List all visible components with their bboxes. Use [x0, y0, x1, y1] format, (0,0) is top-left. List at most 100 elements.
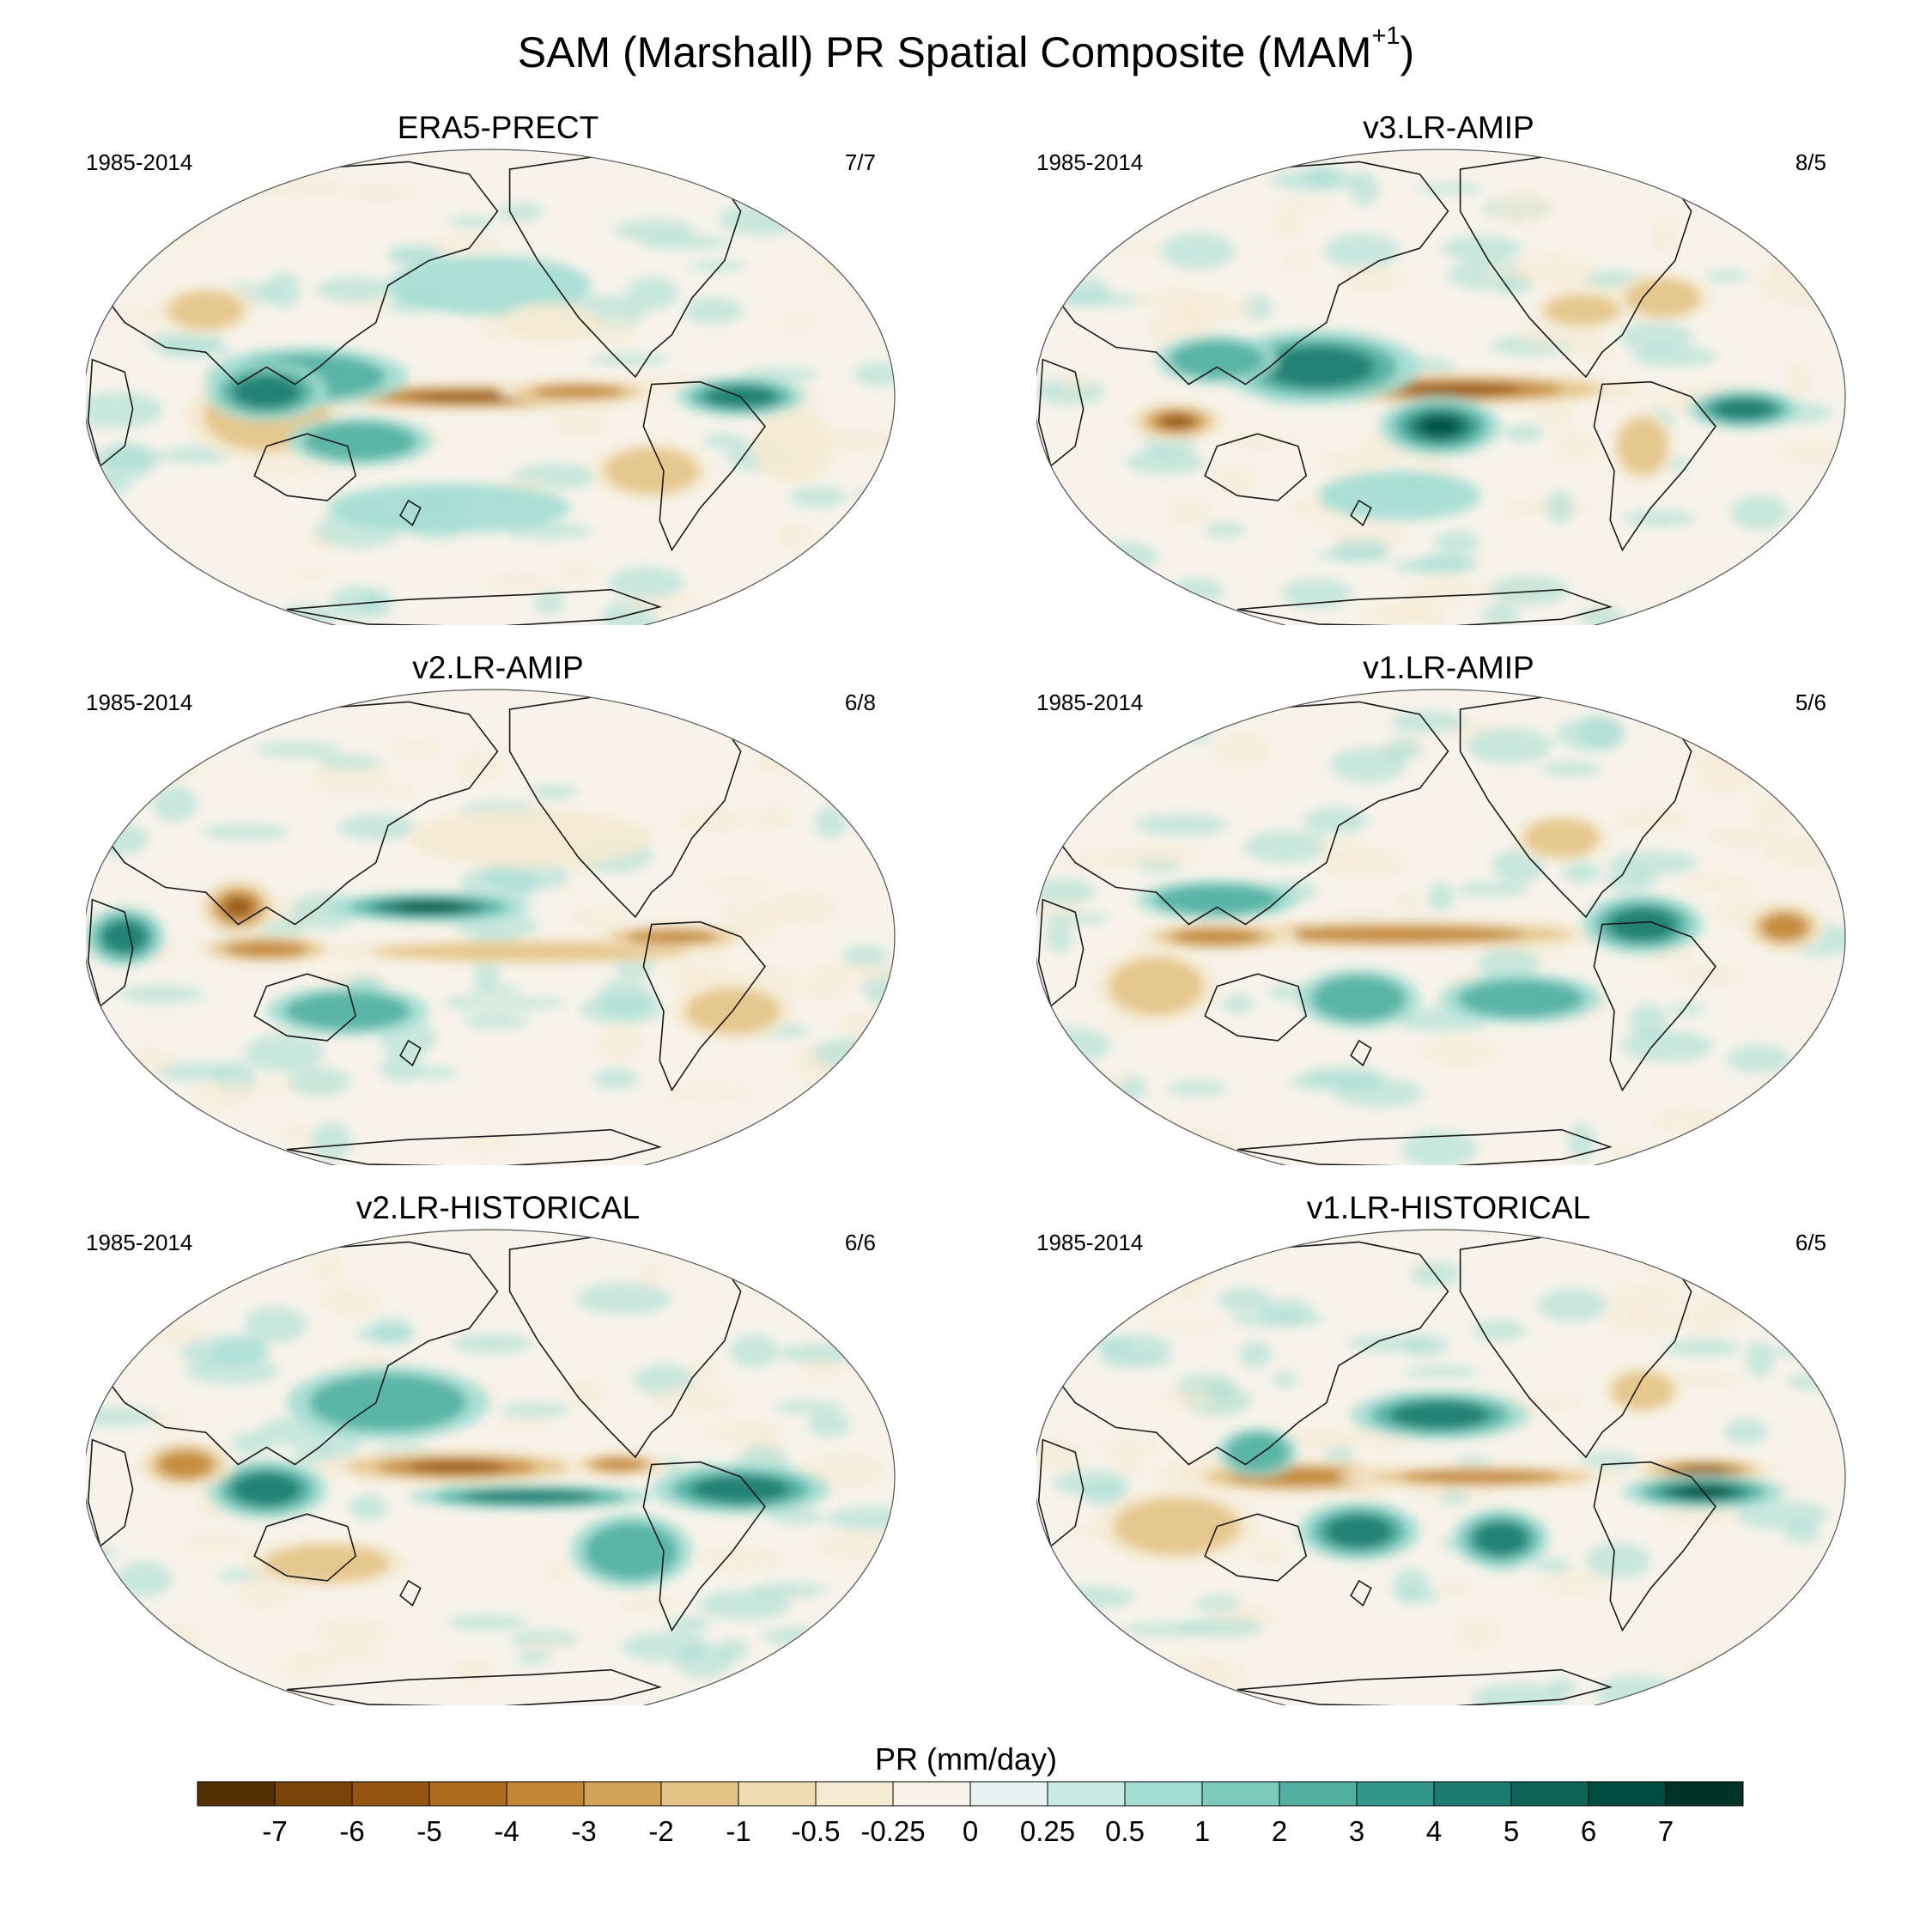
anomaly-patch — [592, 1068, 638, 1090]
anomaly-patch — [1629, 1004, 1668, 1040]
anomaly-patch — [181, 1249, 226, 1264]
anomaly-patch — [740, 596, 775, 614]
anomaly-patch — [308, 1255, 345, 1282]
anomaly-patch — [842, 945, 889, 966]
anomaly-patch — [751, 182, 817, 193]
colorbar-swatch — [738, 1781, 817, 1807]
anomaly-patch — [1411, 1261, 1461, 1286]
anomaly-patch — [1818, 1583, 1845, 1600]
anomaly-patch — [553, 401, 608, 438]
anomaly-patch — [589, 353, 670, 366]
anomaly-patch — [777, 1343, 868, 1364]
anomaly-patch — [1204, 523, 1247, 538]
coastline-africa — [87, 358, 134, 468]
anomaly-patch — [1546, 490, 1574, 525]
anomaly-core — [1398, 383, 1522, 396]
anomaly-patch — [1281, 578, 1353, 609]
anomaly-patch — [562, 1378, 605, 1409]
colorbar-tick-label: 0 — [963, 1815, 978, 1847]
anomaly-core — [308, 1373, 468, 1432]
global-map — [86, 1229, 896, 1705]
anomaly-patch — [1532, 1558, 1572, 1573]
anomaly-patch — [529, 785, 579, 799]
anomaly-core — [1170, 340, 1265, 380]
anomaly-patch — [1644, 1251, 1711, 1279]
colorbar-tick-label: -7 — [262, 1815, 287, 1847]
anomaly-patch — [1751, 793, 1797, 827]
anomaly-patch — [1036, 593, 1085, 616]
anomaly-core — [224, 896, 252, 918]
anomaly-patch — [486, 574, 550, 592]
anomaly-patch — [94, 238, 134, 254]
anomaly-core — [327, 483, 571, 533]
anomaly-patch — [1159, 233, 1236, 270]
coastline-antarctica — [286, 1128, 662, 1165]
global-map — [86, 149, 896, 625]
anomaly-patch — [1098, 1439, 1161, 1458]
anomaly-patch — [1650, 216, 1679, 254]
anomaly-core — [1389, 1400, 1491, 1430]
anomaly-patch — [192, 1080, 258, 1107]
anomaly-patch — [675, 807, 748, 834]
anomaly-patch — [1239, 1340, 1273, 1369]
colorbar-swatch — [351, 1781, 430, 1807]
colorbar-swatch — [428, 1781, 507, 1807]
coastline-asia — [95, 701, 499, 926]
coastline-greenland — [772, 701, 835, 765]
anomaly-patch — [769, 1509, 825, 1525]
anomaly-patch — [1453, 1615, 1500, 1650]
colorbar-swatch — [506, 1781, 585, 1807]
anomaly-core — [232, 1473, 301, 1506]
anomaly-patch — [1036, 1442, 1087, 1471]
anomaly-patch — [1756, 270, 1845, 307]
anomaly-patch — [454, 751, 505, 783]
anomaly-patch — [625, 276, 679, 310]
anomaly-patch — [313, 1617, 391, 1649]
anomaly-core — [264, 1544, 391, 1583]
anomaly-patch — [1491, 191, 1556, 226]
anomaly-patch — [1058, 1072, 1133, 1088]
global-map — [1036, 1229, 1846, 1705]
anomaly-patch — [231, 1432, 271, 1455]
colorbar-tick-label: -4 — [494, 1815, 519, 1847]
anomaly-patch — [331, 586, 380, 620]
anomaly-core — [302, 422, 417, 461]
anomaly-patch — [1536, 397, 1574, 429]
anomaly-patch — [1769, 1346, 1842, 1357]
anomaly-core — [1625, 278, 1701, 318]
anomaly-patch — [1422, 576, 1473, 602]
anomaly-patch — [608, 566, 683, 599]
coastline-nz — [1350, 1579, 1372, 1607]
anomaly-patch — [244, 1306, 307, 1343]
anomaly-patch — [1804, 1681, 1845, 1695]
panel-period: 1985-2014 — [86, 1230, 193, 1255]
anomaly-patch — [1393, 1589, 1440, 1603]
anomaly-patch — [838, 1615, 874, 1638]
coastline-antarctica — [286, 1668, 662, 1705]
panel-ratio: 7/7 — [844, 149, 876, 175]
coastline-asia — [1046, 161, 1449, 386]
anomaly-patch — [1678, 872, 1753, 894]
anomaly-core — [752, 409, 835, 483]
anomaly-patch — [448, 216, 495, 228]
anomaly-patch — [1242, 830, 1331, 863]
anomaly-patch — [1503, 424, 1544, 442]
anomaly-patch — [338, 814, 415, 841]
anomaly-patch — [288, 568, 335, 579]
anomaly-patch — [1315, 838, 1368, 860]
anomaly-patch — [475, 998, 566, 1009]
anomaly-patch — [1352, 1489, 1382, 1500]
colorbar-swatch — [1665, 1781, 1744, 1807]
anomaly-patch — [854, 487, 893, 507]
anomaly-patch — [462, 1012, 530, 1029]
coastline-australia — [1204, 973, 1308, 1042]
anomaly-patch — [1662, 1370, 1743, 1390]
anomaly-patch — [1046, 922, 1072, 953]
map-panel-v3-amip: v3.LR-AMIP 1985-2014 8/5 — [1036, 110, 1895, 625]
anomaly-patch — [134, 167, 227, 192]
anomaly-patch — [118, 985, 204, 1004]
anomaly-patch — [1096, 848, 1125, 870]
anomaly-patch — [1099, 1355, 1173, 1368]
anomaly-patch — [388, 740, 444, 756]
anomaly-patch — [1042, 1437, 1069, 1449]
